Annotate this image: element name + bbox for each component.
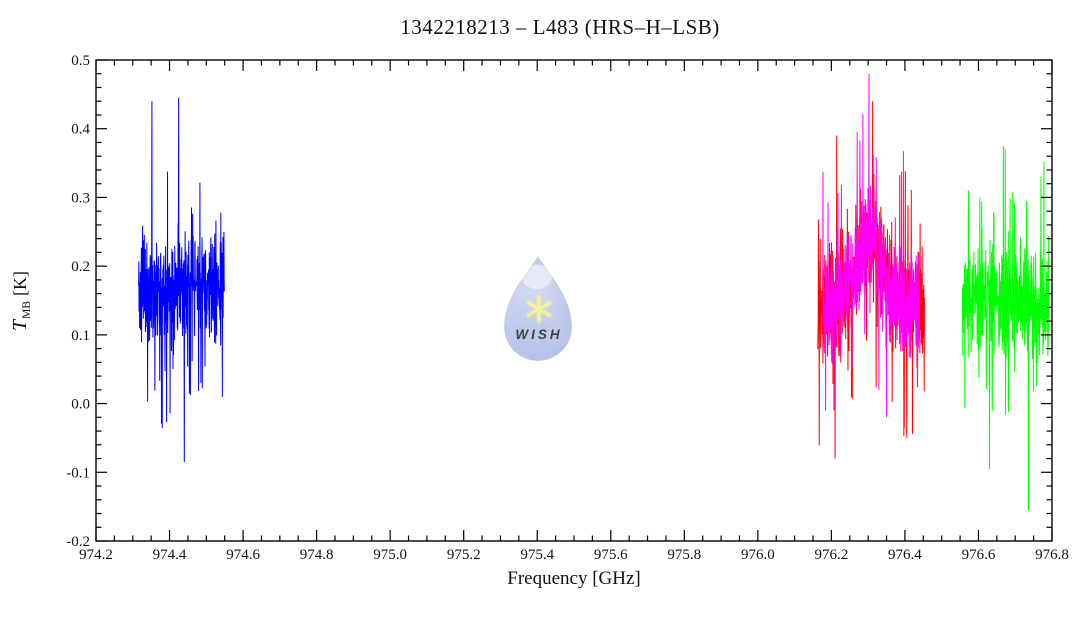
- plot-frame: [95, 59, 1053, 542]
- y-tick-label: 0.4: [71, 122, 90, 138]
- y-axis-symbol: T: [9, 318, 31, 331]
- x-tick-label: 974.8: [300, 547, 334, 563]
- x-tick-label: 974.6: [226, 547, 260, 563]
- x-tick-label: 976.8: [1035, 547, 1069, 563]
- spectrum-segment-subband-green: [961, 146, 1050, 511]
- x-tick-label: 975.0: [373, 547, 407, 563]
- x-tick-label: 975.8: [667, 547, 701, 563]
- x-tick-label: 976.6: [962, 547, 996, 563]
- y-axis-unit: [K]: [10, 271, 30, 296]
- spectrum-series: [138, 73, 1050, 511]
- x-axis-label: Frequency [GHz]: [507, 568, 640, 589]
- watermark-star-icon: [525, 294, 553, 324]
- y-tick-label: 0.3: [71, 190, 90, 206]
- axis-tick-labels: 974.2 974.4 974.6 974.8 975.0 975.2 975.4 975.6…: [66, 53, 1069, 563]
- y-tick-label: -0.2: [66, 534, 90, 550]
- x-tick-label: 976.2: [815, 547, 849, 563]
- y-tick-label: 0.5: [71, 53, 90, 69]
- spectrum-segment-subband-blue: [138, 97, 225, 462]
- x-tick-label: 976.4: [888, 547, 922, 563]
- watermark-wish-label: WISH: [515, 327, 562, 342]
- y-tick-label: 0.0: [71, 397, 90, 413]
- x-tick-label: 975.2: [447, 547, 481, 563]
- x-tick-label: 974.4: [153, 547, 187, 563]
- plot-title: 1342218213 – L483 (HRS–H–LSB): [400, 15, 720, 39]
- x-tick-label: 976.0: [741, 547, 775, 563]
- spectrum-segment-subband-magenta: [822, 73, 921, 418]
- y-axis-label: TMB [K]: [9, 271, 33, 331]
- watermark-highlight: [522, 265, 552, 289]
- x-tick-label: 974.2: [79, 547, 113, 563]
- y-tick-label: -0.1: [66, 465, 90, 481]
- y-tick-label: 0.1: [71, 328, 90, 344]
- y-axis-subscript: MB: [21, 301, 33, 319]
- x-tick-label: 975.6: [594, 547, 628, 563]
- y-tick-label: 0.2: [71, 259, 90, 275]
- x-tick-label: 975.4: [520, 547, 554, 563]
- wish-watermark: WISH: [503, 256, 573, 361]
